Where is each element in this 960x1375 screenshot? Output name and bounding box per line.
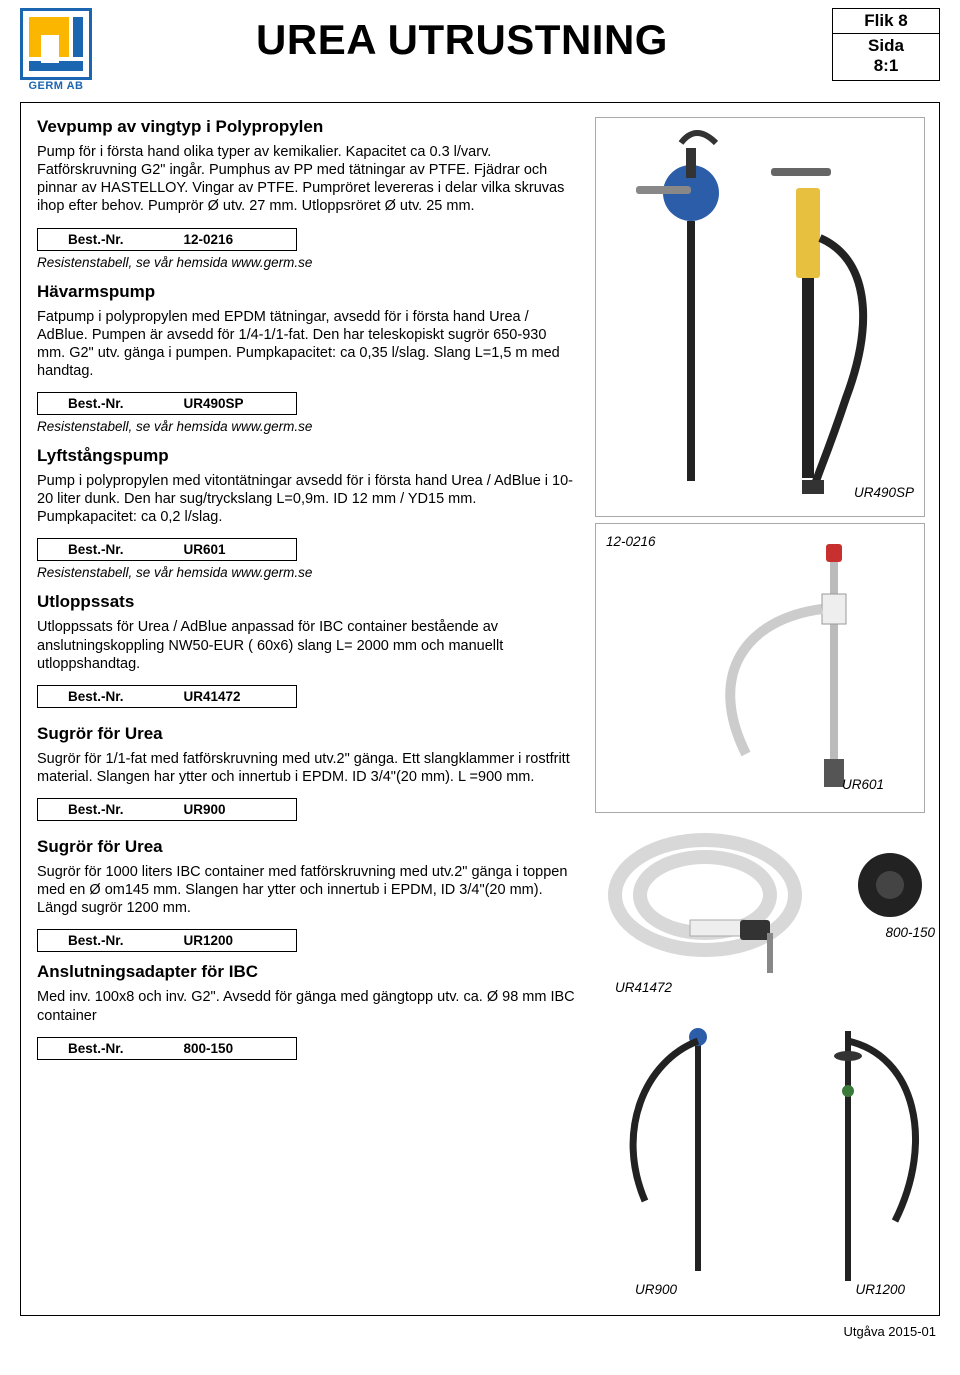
page-title: UREA UTRUSTNING [102, 16, 822, 64]
tab-sida: Sida [833, 34, 939, 56]
image-label-12-0216: 12-0216 [606, 534, 656, 549]
order-label: Best.-Nr. [68, 542, 124, 557]
order-number: UR900 [184, 802, 226, 817]
pump-illustration-icon [596, 524, 926, 814]
order-box-0: Best.-Nr. 12-0216 [37, 228, 297, 251]
order-box-6: Best.-Nr. 800-150 [37, 1037, 297, 1060]
section-body-3: Utloppssats för Urea / AdBlue anpassad f… [37, 618, 577, 672]
pump-illustration-icon [596, 118, 926, 518]
section-note-2: Resistenstabell, se vår hemsida www.germ… [37, 565, 577, 580]
page-tab-box: Flik 8 Sida 8:1 [832, 8, 940, 81]
right-column: UR490SP 12-0216 UR601 [595, 117, 935, 1301]
header: GERM AB UREA UTRUSTNING Flik 8 Sida 8:1 [20, 8, 940, 92]
section-body-4: Sugrör för 1/1-fat med fatförskruvning m… [37, 750, 577, 786]
section-title-6: Anslutningsadapter för IBC [37, 962, 577, 982]
logo-text: GERM AB [20, 80, 92, 92]
section-title-1: Hävarmspump [37, 282, 577, 302]
image-label-ur41472: UR41472 [615, 980, 672, 995]
content-frame: Vevpump av vingtyp i Polypropylen Pump f… [20, 102, 940, 1316]
order-number: UR490SP [184, 396, 244, 411]
order-box-3: Best.-Nr. UR41472 [37, 685, 297, 708]
image-label-ur1200: UR1200 [855, 1282, 905, 1297]
product-image-hose-adapter: 800-150 UR41472 [595, 825, 935, 995]
logo-icon [20, 8, 92, 80]
section-title-2: Lyftstångspump [37, 446, 577, 466]
left-column: Vevpump av vingtyp i Polypropylen Pump f… [37, 117, 577, 1301]
order-label: Best.-Nr. [68, 232, 124, 247]
section-title-0: Vevpump av vingtyp i Polypropylen [37, 117, 577, 137]
order-label: Best.-Nr. [68, 689, 124, 704]
order-label: Best.-Nr. [68, 396, 124, 411]
tab-flik: Flik 8 [833, 9, 939, 34]
section-title-5: Sugrör för Urea [37, 837, 577, 857]
image-label-ur490sp: UR490SP [854, 485, 914, 500]
hose-kit-illustration-icon [595, 825, 935, 995]
order-number: UR601 [184, 542, 226, 557]
image-label-800-150: 800-150 [885, 925, 935, 940]
title-wrap: UREA UTRUSTNING [102, 8, 822, 64]
suction-tubes-illustration-icon [595, 1001, 935, 1301]
order-number: 800-150 [184, 1041, 234, 1056]
order-number: UR1200 [184, 933, 234, 948]
section-title-4: Sugrör för Urea [37, 724, 577, 744]
order-label: Best.-Nr. [68, 933, 124, 948]
product-image-ur601: 12-0216 UR601 [595, 523, 925, 813]
image-label-ur900: UR900 [635, 1282, 677, 1297]
tab-page: 8:1 [833, 56, 939, 80]
order-number: 12-0216 [184, 232, 234, 247]
order-box-4: Best.-Nr. UR900 [37, 798, 297, 821]
order-box-2: Best.-Nr. UR601 [37, 538, 297, 561]
order-label: Best.-Nr. [68, 802, 124, 817]
product-image-top: UR490SP [595, 117, 925, 517]
order-number: UR41472 [184, 689, 241, 704]
page: GERM AB UREA UTRUSTNING Flik 8 Sida 8:1 … [0, 0, 960, 1349]
section-body-2: Pump i polypropylen med vitontätningar a… [37, 472, 577, 526]
section-body-5: Sugrör för 1000 liters IBC container med… [37, 863, 577, 917]
order-box-5: Best.-Nr. UR1200 [37, 929, 297, 952]
section-body-0: Pump för i första hand olika typer av ke… [37, 143, 577, 216]
logo-block: GERM AB [20, 8, 92, 92]
image-label-ur601: UR601 [842, 777, 884, 792]
footer-edition: Utgåva 2015-01 [20, 1316, 940, 1339]
order-box-1: Best.-Nr. UR490SP [37, 392, 297, 415]
product-image-suction-tubes: UR900 UR1200 [595, 1001, 935, 1301]
section-note-0: Resistenstabell, se vår hemsida www.germ… [37, 255, 577, 270]
section-title-3: Utloppssats [37, 592, 577, 612]
section-body-6: Med inv. 100x8 och inv. G2". Avsedd för … [37, 988, 577, 1024]
section-body-1: Fatpump i polypropylen med EPDM tätninga… [37, 308, 577, 381]
order-label: Best.-Nr. [68, 1041, 124, 1056]
section-note-1: Resistenstabell, se vår hemsida www.germ… [37, 419, 577, 434]
